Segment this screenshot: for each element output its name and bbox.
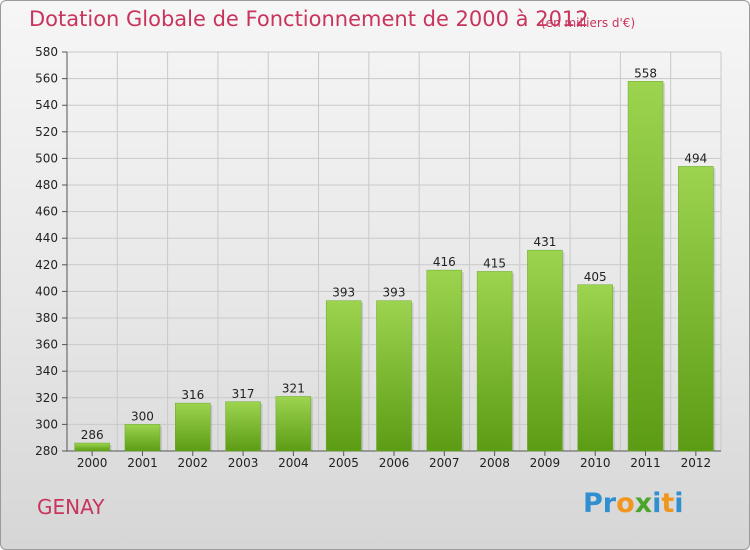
bar-value-label: 321 <box>282 381 305 395</box>
chart-subtitle: (en milliers d'€) <box>541 16 636 30</box>
logo-letter: t <box>661 488 675 519</box>
proxiti-logo[interactable]: Proxiti <box>583 488 684 519</box>
x-tick-label: 2011 <box>630 456 661 470</box>
bar[interactable] <box>627 81 664 452</box>
y-tick-label: 440 <box>35 231 58 245</box>
y-tick-label: 300 <box>35 417 58 431</box>
y-tick-label: 520 <box>35 125 58 139</box>
bar[interactable] <box>376 300 412 452</box>
x-tick-label: 2005 <box>328 456 359 470</box>
bar-value-label: 494 <box>684 151 707 165</box>
y-tick-label: 540 <box>35 98 58 112</box>
bar-value-label: 431 <box>533 235 556 249</box>
chart-title: Dotation Globale de Fonctionnement de 20… <box>29 7 589 31</box>
bar[interactable] <box>275 396 312 452</box>
y-tick-label: 320 <box>35 391 58 405</box>
x-tick-label: 2001 <box>127 456 158 470</box>
y-tick-label: 480 <box>35 178 58 192</box>
bar-value-label: 393 <box>332 286 355 300</box>
x-tick-label: 2007 <box>429 456 460 470</box>
x-tick-label: 2012 <box>681 456 712 470</box>
bar[interactable] <box>678 166 714 452</box>
bar[interactable] <box>426 269 463 452</box>
logo-letter: x <box>634 488 653 519</box>
bar-value-label: 300 <box>131 409 154 423</box>
bar-value-label: 286 <box>81 428 104 442</box>
bar-value-label: 393 <box>383 286 406 300</box>
x-tick-label: 2008 <box>479 456 510 470</box>
bars <box>74 81 716 452</box>
bar-value-label: 415 <box>483 256 506 270</box>
x-tick-label: 2006 <box>379 456 410 470</box>
y-tick-label: 280 <box>35 444 58 458</box>
bar[interactable] <box>124 424 161 452</box>
y-tick-label: 340 <box>35 364 58 378</box>
city-name: GENAY <box>37 495 105 519</box>
y-tick-label: 500 <box>35 151 58 165</box>
bar-value-label: 317 <box>232 387 255 401</box>
y-tick-label: 460 <box>35 205 58 219</box>
y-tick-label: 580 <box>35 45 58 59</box>
bar[interactable] <box>225 401 261 452</box>
bar-value-label: 558 <box>634 66 657 80</box>
logo-letter: r <box>602 488 617 519</box>
logo-letter: P <box>583 488 603 519</box>
bar[interactable] <box>74 442 110 452</box>
bar-value-label: 416 <box>433 255 456 269</box>
bar[interactable] <box>325 300 362 452</box>
bar[interactable] <box>476 271 513 452</box>
bar-value-label: 316 <box>181 388 204 402</box>
x-tick-label: 2003 <box>228 456 259 470</box>
logo-letter: i <box>674 488 684 519</box>
x-tick-label: 2010 <box>580 456 611 470</box>
y-tick-label: 380 <box>35 311 58 325</box>
x-tick-label: 2004 <box>278 456 309 470</box>
x-tick-label: 2000 <box>77 456 108 470</box>
bar[interactable] <box>527 249 563 452</box>
bar[interactable] <box>577 284 613 452</box>
bar-value-label: 405 <box>584 270 607 284</box>
y-tick-label: 560 <box>35 72 58 86</box>
logo-letter: o <box>616 488 635 519</box>
x-tick-label: 2009 <box>530 456 561 470</box>
y-tick-label: 360 <box>35 338 58 352</box>
y-tick-label: 420 <box>35 258 58 272</box>
x-tick-label: 2002 <box>177 456 208 470</box>
y-tick-label: 400 <box>35 284 58 298</box>
bar[interactable] <box>175 402 211 452</box>
labels: 280 300 320 340 360 380 400 420 440 460 480 500 520 5… <box>35 45 711 470</box>
logo-letter: i <box>652 488 662 519</box>
